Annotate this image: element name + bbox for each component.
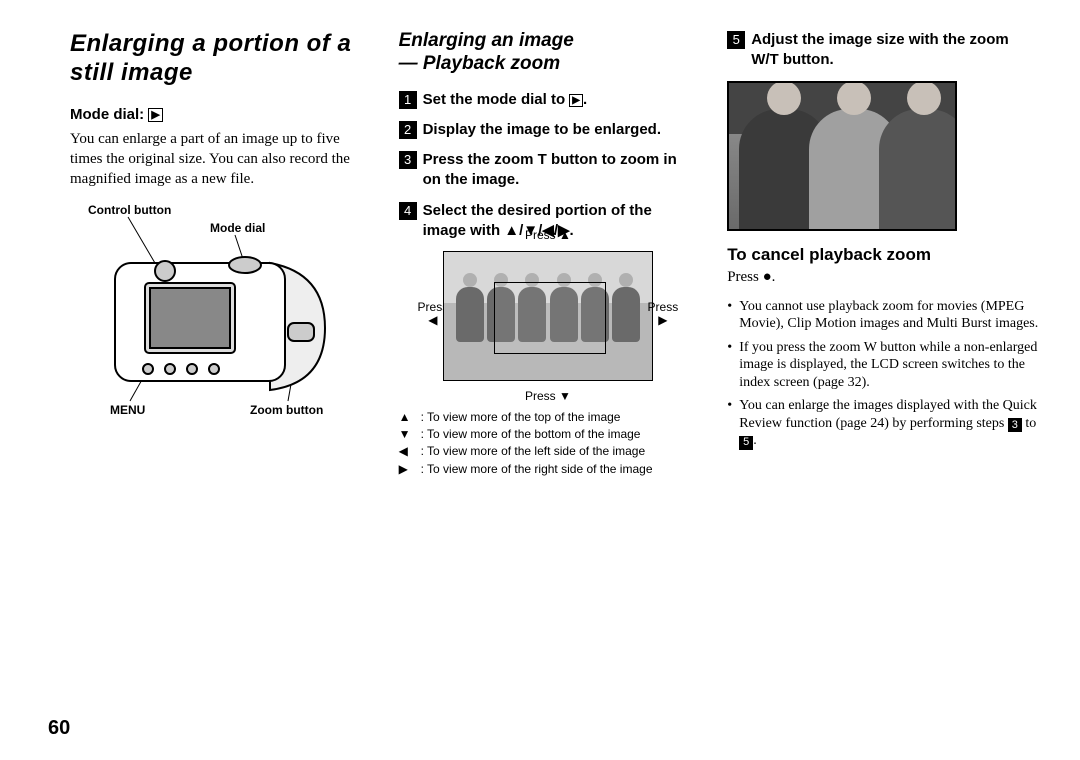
press-right-word: Press: [648, 300, 679, 314]
dir-up: ▲ : To view more of the top of the image: [399, 409, 698, 425]
inline-step-5-icon: 5: [739, 436, 753, 450]
dir-right: ▶ : To view more of the right side of th…: [399, 461, 698, 477]
dir-down: ▼ : To view more of the bottom of the im…: [399, 426, 698, 442]
dir-up-text: : To view more of the top of the image: [421, 409, 621, 425]
mode-dial-heading: Mode dial: ▶: [70, 106, 369, 123]
step-num-icon: 3: [399, 151, 417, 169]
step-num-icon: 2: [399, 121, 417, 139]
step-1: 1 Set the mode dial to ▶.: [399, 90, 698, 110]
step-5: 5 Adjust the image size with the zoom W/…: [727, 30, 1040, 71]
dir-right-text: : To view more of the right side of the …: [421, 461, 653, 477]
step-1-text: Set the mode dial to ▶.: [423, 90, 698, 110]
notes-list: You cannot use playback zoom for movies …: [727, 298, 1040, 451]
left-arrow-icon: ◀: [399, 443, 417, 459]
up-arrow-icon: ▲: [399, 409, 417, 425]
press-up-label: Press ▲: [423, 229, 673, 242]
note-3: You can enlarge the images displayed wit…: [727, 397, 1040, 450]
press-down-label: Press ▼: [423, 390, 673, 403]
subtitle-line2: — Playback zoom: [399, 53, 561, 74]
step-2-text: Display the image to be enlarged.: [423, 120, 698, 140]
note-3-main: You can enlarge the images displayed wit…: [739, 398, 1037, 431]
camera-diagram: Control button Mode dial: [70, 203, 350, 433]
playback-icon: ▶: [148, 108, 162, 122]
label-zoom-button: Zoom button: [250, 403, 323, 417]
intro-paragraph: You can enlarge a part of an image up to…: [70, 129, 369, 190]
label-mode-dial: Mode dial: [210, 221, 265, 235]
step-3-text: Press the zoom T button to zoom in on th…: [423, 150, 698, 191]
cancel-text: Press ●.: [727, 269, 1040, 286]
camera-svg: [70, 203, 350, 433]
note-2: If you press the zoom W button while a n…: [727, 339, 1040, 392]
people-illustration: [454, 272, 642, 342]
step-2: 2 Display the image to be enlarged.: [399, 120, 698, 140]
step-num-icon: 5: [727, 31, 745, 49]
step-num-icon: 4: [399, 202, 417, 220]
inline-step-3-icon: 3: [1008, 418, 1022, 432]
main-title: Enlarging a portion of a still image: [70, 30, 369, 88]
right-arrow-icon: ▶: [658, 313, 667, 327]
right-arrow-icon: ▶: [399, 461, 417, 477]
direction-notes: ▲ : To view more of the top of the image…: [399, 409, 698, 477]
step-5-text: Adjust the image size with the zoom W/T …: [751, 30, 1040, 71]
step-num-icon: 1: [399, 91, 417, 109]
playback-icon: ▶: [569, 94, 583, 107]
cancel-heading: To cancel playback zoom: [727, 245, 1040, 265]
manual-page: Enlarging a portion of a still image Mod…: [0, 0, 1080, 700]
column-3: 5 Adjust the image size with the zoom W/…: [727, 30, 1040, 680]
page-number: 60: [48, 717, 70, 740]
label-control-button: Control button: [88, 203, 171, 217]
note-3-tail: .: [753, 433, 757, 448]
press-right-label: Press ▶: [643, 301, 683, 327]
left-arrow-icon: ◀: [428, 313, 437, 327]
sub-title: Enlarging an image — Playback zoom: [399, 30, 698, 76]
column-2: Enlarging an image — Playback zoom 1 Set…: [399, 30, 698, 680]
dir-left: ◀ : To view more of the left side of the…: [399, 443, 698, 459]
zoomed-sample-image: [727, 81, 957, 231]
column-1: Enlarging a portion of a still image Mod…: [70, 30, 369, 680]
step-3: 3 Press the zoom T button to zoom in on …: [399, 150, 698, 191]
example-figure: Press ▲ Press ◀ Press ▶ Press ▼: [423, 251, 673, 381]
subtitle-line1: Enlarging an image: [399, 30, 574, 51]
label-menu: MENU: [110, 403, 145, 417]
example-image: [443, 251, 653, 381]
down-arrow-icon: ▼: [399, 426, 417, 442]
note-1: You cannot use playback zoom for movies …: [727, 298, 1040, 333]
dir-down-text: : To view more of the bottom of the imag…: [421, 426, 641, 442]
mode-dial-text: Mode dial:: [70, 106, 144, 123]
dir-left-text: : To view more of the left side of the i…: [421, 443, 646, 459]
